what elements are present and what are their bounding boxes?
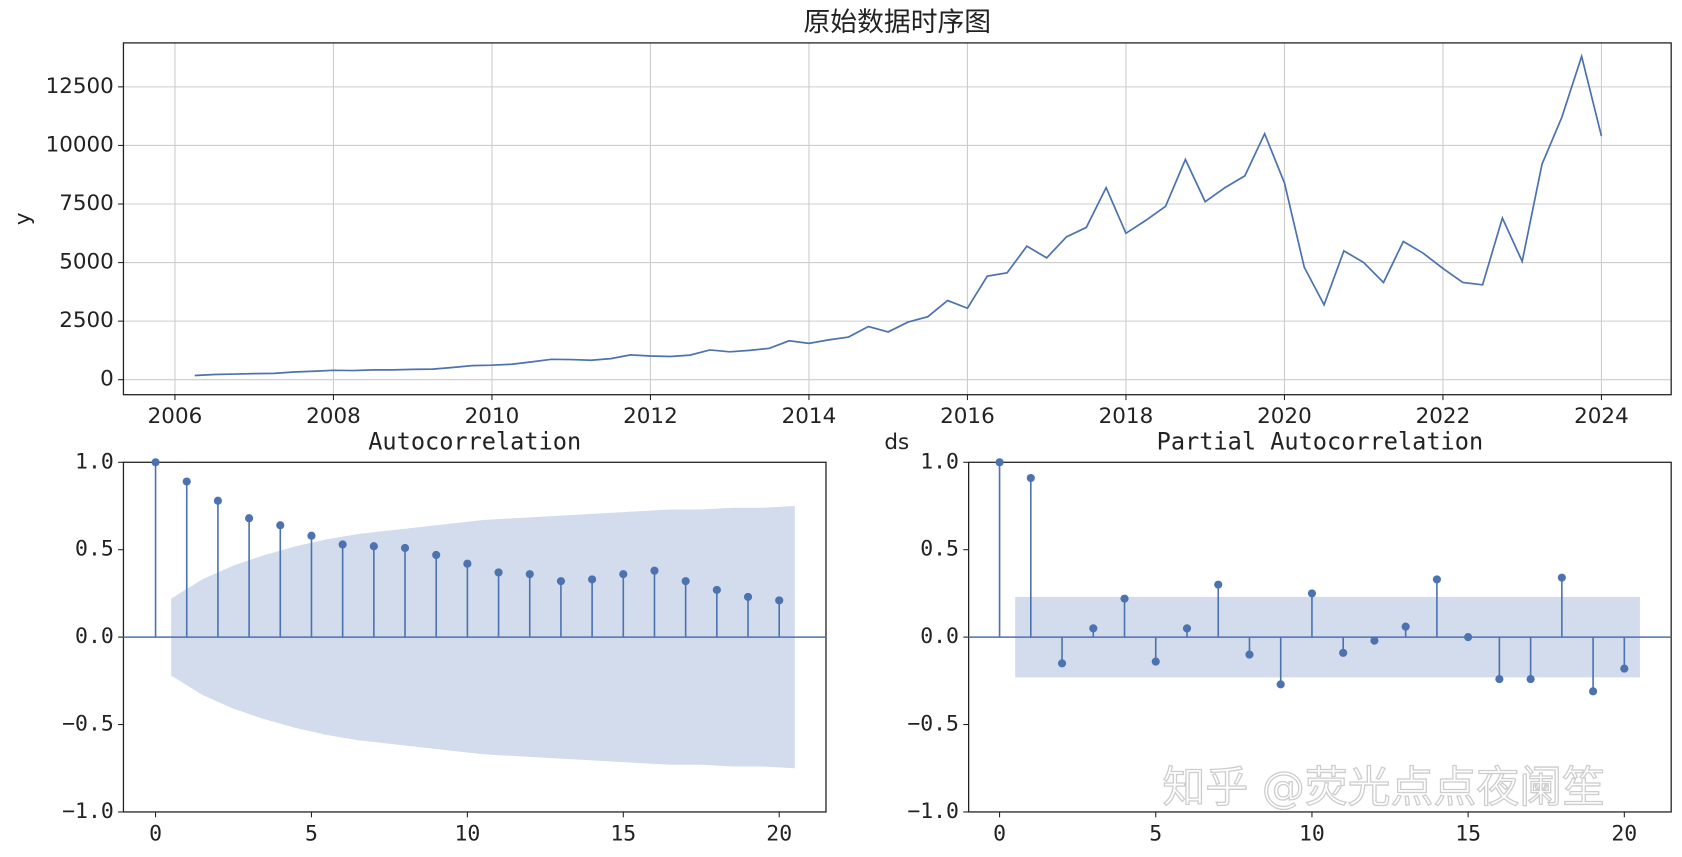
stem-marker xyxy=(1120,594,1129,603)
stem-marker xyxy=(1026,473,1035,483)
x-tick-label: 2020 xyxy=(1257,404,1312,429)
stem-marker xyxy=(1307,589,1317,598)
x-tick-label: 15 xyxy=(1455,821,1481,846)
series-line xyxy=(194,53,1603,377)
y-tick-label: 2500 xyxy=(59,308,114,333)
stem-marker xyxy=(338,540,347,549)
stem-marker xyxy=(743,592,753,601)
stem-marker xyxy=(1401,622,1410,631)
stem-marker xyxy=(151,458,160,467)
chart-title: 原始数据时序图 xyxy=(804,7,992,38)
y-axis-label: y xyxy=(11,212,36,225)
stem-marker xyxy=(369,542,378,551)
x-tick-label: 2008 xyxy=(306,404,361,429)
x-tick-label: 20 xyxy=(766,821,792,846)
stem-marker xyxy=(494,568,503,577)
y-tick-label: −0.5 xyxy=(907,712,959,737)
stem-marker xyxy=(1245,650,1254,659)
stem-marker xyxy=(1339,648,1348,657)
chart-title: Partial Autocorrelation xyxy=(1157,427,1484,455)
y-tick-label: 0.0 xyxy=(920,624,959,649)
stem-marker xyxy=(556,577,566,586)
x-tick-label: 2022 xyxy=(1416,404,1471,429)
x-tick-label: 0 xyxy=(993,821,1006,846)
stem-marker xyxy=(681,577,690,586)
y-tick-label: 1.0 xyxy=(920,449,959,474)
x-tick-label: 10 xyxy=(454,821,480,846)
x-tick-label: 10 xyxy=(1299,821,1325,846)
stem-marker xyxy=(463,559,472,568)
x-tick-label: 2018 xyxy=(1099,404,1154,429)
x-tick-label: 20 xyxy=(1611,821,1637,846)
x-tick-label: 15 xyxy=(610,821,636,846)
stem-marker xyxy=(1214,580,1223,589)
x-tick-label: 2012 xyxy=(623,404,678,429)
y-tick-label: 0.0 xyxy=(75,624,114,649)
y-tick-label: −1.0 xyxy=(907,799,959,824)
stem-marker xyxy=(1089,624,1098,633)
stem-marker xyxy=(1057,659,1067,668)
y-tick-label: 12500 xyxy=(46,74,114,99)
y-tick-label: 1.0 xyxy=(75,449,114,474)
y-tick-label: −1.0 xyxy=(62,799,114,824)
y-tick-label: 7500 xyxy=(59,191,114,216)
stem-marker xyxy=(1620,664,1629,673)
stem-marker xyxy=(995,458,1004,467)
x-tick-label: 5 xyxy=(305,821,318,846)
y-tick-label: −0.5 xyxy=(62,712,114,737)
stem-marker xyxy=(1589,687,1598,696)
x-tick-label: 2016 xyxy=(940,404,995,429)
x-tick-label: 0 xyxy=(149,821,162,846)
stem-marker xyxy=(1151,657,1160,666)
y-tick-label: 5000 xyxy=(59,250,114,275)
stem-marker xyxy=(588,575,597,584)
stem-marker xyxy=(775,596,784,605)
stem-marker xyxy=(1276,680,1285,689)
stem-marker xyxy=(1557,573,1566,582)
x-tick-label: 5 xyxy=(1149,821,1162,846)
watermark: 知乎 @荧光点点夜阑笙 xyxy=(1162,763,1605,813)
stem-marker xyxy=(276,521,285,530)
chart-title: Autocorrelation xyxy=(368,427,581,455)
stem-marker xyxy=(213,496,222,505)
x-tick-label: 2014 xyxy=(782,404,837,429)
y-tick-label: 0 xyxy=(100,367,114,392)
stem-marker xyxy=(245,514,254,523)
stem-marker xyxy=(650,566,659,575)
x-axis-label: ds xyxy=(884,430,909,455)
y-tick-label: 0.5 xyxy=(75,537,114,562)
stem-marker xyxy=(712,585,721,594)
stem-marker xyxy=(619,570,628,579)
x-tick-label: 2006 xyxy=(148,404,203,429)
y-tick-label: 10000 xyxy=(46,132,114,157)
x-tick-label: 2024 xyxy=(1574,404,1629,429)
stem-marker xyxy=(1526,675,1535,684)
stem-marker xyxy=(1464,633,1473,642)
stem-marker xyxy=(1495,675,1504,684)
x-tick-label: 2010 xyxy=(465,404,520,429)
stem-marker xyxy=(182,477,191,486)
plot-frame xyxy=(122,42,1672,396)
stem-marker xyxy=(432,550,441,560)
stem-marker xyxy=(1432,575,1441,584)
stem-marker xyxy=(525,570,534,579)
stem-marker xyxy=(1370,636,1379,645)
stem-marker xyxy=(307,531,316,540)
stem-marker xyxy=(400,543,410,553)
y-tick-label: 0.5 xyxy=(920,537,959,562)
stem-marker xyxy=(1182,624,1192,633)
